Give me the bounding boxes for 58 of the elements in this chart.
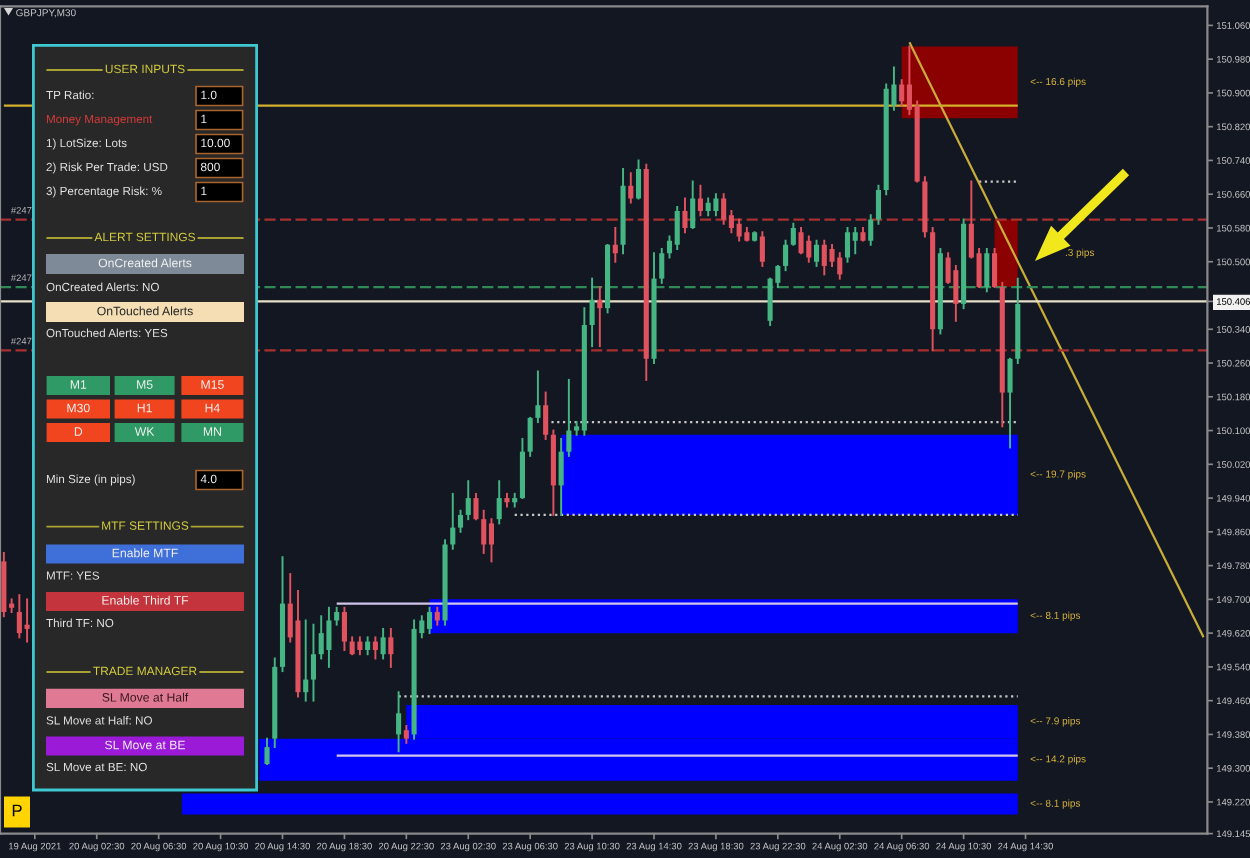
candlestick — [543, 391, 549, 440]
candlestick — [736, 218, 742, 242]
annotation: P — [12, 804, 22, 817]
candlestick — [697, 184, 703, 217]
candlestick — [806, 235, 812, 263]
candlestick — [488, 518, 495, 563]
candlestick — [427, 606, 433, 635]
candlestick — [473, 492, 479, 521]
candlestick — [558, 438, 564, 516]
candlestick — [899, 79, 905, 107]
candlestick — [341, 606, 347, 651]
candlestick — [527, 416, 533, 457]
candlestick — [318, 615, 324, 660]
candlestick — [852, 227, 858, 255]
candlestick — [16, 594, 22, 639]
candlestick — [790, 222, 796, 246]
candlestick — [798, 227, 804, 255]
candlestick — [721, 193, 727, 225]
candlestick — [612, 227, 618, 263]
candlestick — [813, 239, 820, 267]
candlestick — [597, 286, 603, 348]
candlestick — [690, 180, 696, 229]
candlestick — [953, 264, 959, 322]
candlestick — [821, 239, 827, 276]
candlestick — [984, 248, 990, 293]
candlestick — [303, 619, 309, 702]
candlestick — [628, 172, 634, 204]
candlestick — [396, 691, 402, 753]
candlestick — [566, 378, 572, 457]
candlestick — [659, 248, 665, 284]
candlestick — [535, 370, 541, 424]
candlestick — [388, 627, 394, 668]
candlestick — [24, 598, 30, 643]
candlestick — [635, 159, 642, 200]
candlestick — [783, 239, 789, 272]
candlestick — [829, 243, 835, 267]
candlestick — [589, 277, 595, 348]
candlestick — [380, 627, 386, 660]
candlestick — [844, 227, 851, 263]
candlestick — [481, 509, 487, 554]
candlestick — [519, 438, 525, 500]
candlestick — [457, 509, 464, 533]
candlestick — [674, 205, 680, 251]
candlestick — [875, 184, 882, 225]
candlestick — [372, 636, 378, 660]
candlestick — [264, 737, 270, 765]
candlestick — [1007, 357, 1013, 449]
candlestick — [682, 197, 688, 234]
candlestick — [450, 492, 456, 550]
candlestick — [713, 193, 719, 217]
candlestick — [326, 606, 332, 668]
candlestick — [837, 252, 843, 280]
candlestick — [992, 248, 998, 289]
candlestick — [465, 480, 471, 521]
candlestick — [496, 480, 502, 525]
candlestick — [310, 623, 317, 702]
candlestick — [759, 231, 765, 267]
candlestick — [868, 214, 874, 246]
